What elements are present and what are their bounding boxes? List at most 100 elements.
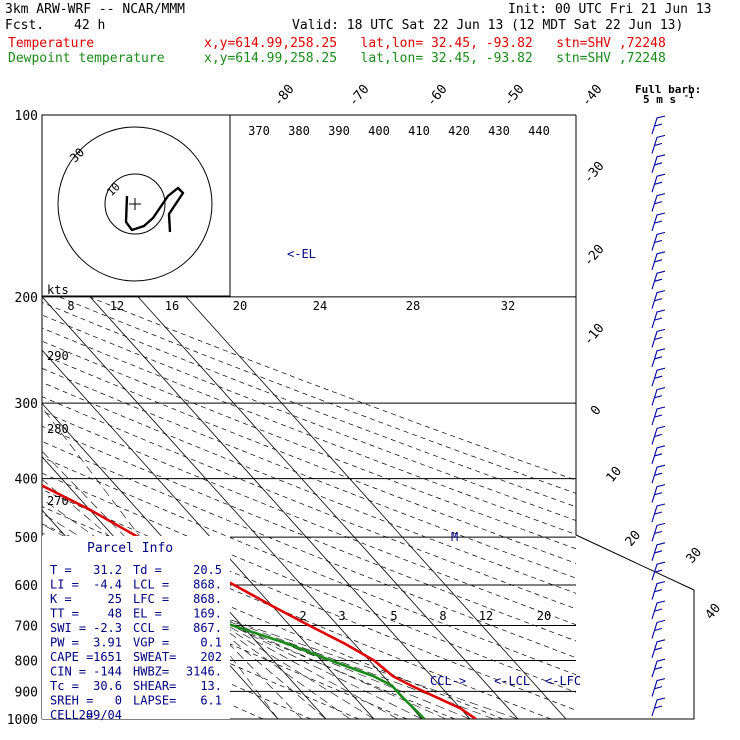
mixing-ratio-label: 5	[390, 609, 397, 623]
mixing-ratio-label: 3	[338, 609, 345, 623]
dry-adiabat-line	[42, 367, 576, 579]
pressure-label: 100	[15, 109, 38, 124]
parcel-param-value: 48	[108, 607, 122, 621]
dry-adiabat-line	[42, 327, 576, 535]
theta-e-label: 370	[248, 124, 270, 138]
parcel-param-value: 202	[200, 650, 222, 664]
parcel-param-label: LAPSE=	[133, 694, 176, 708]
parcel-param-value: 6.1	[200, 694, 222, 708]
model-title: 3km ARW-WRF -- NCAR/MMM	[5, 2, 186, 17]
wind-barb	[651, 290, 666, 309]
parcel-param-value: 169.	[193, 607, 222, 621]
parcel-param-label: K =	[50, 592, 72, 606]
init-time: Init: 00 UTC Fri 21 Jun 13	[508, 2, 712, 17]
parcel-param-value: 30.6	[93, 679, 122, 693]
theta-e-label: 380	[288, 124, 310, 138]
isotherm-label: -40	[579, 82, 606, 110]
parcel-param-label: T =	[50, 563, 72, 577]
parcel-info-title: Parcel Info	[87, 541, 173, 556]
temperature-legend-info: x,y=614.99,258.25 lat,lon= 32.45, -93.82…	[204, 36, 666, 51]
parcel-param-label: CAPE =	[50, 650, 93, 664]
fcst-hours: 42 h	[74, 18, 106, 33]
wind-barb	[651, 678, 666, 697]
mixing-ratio-label: 24	[313, 299, 327, 313]
lcl-marker: <-LCL	[494, 674, 530, 688]
wind-barb	[651, 658, 666, 678]
isotherm-label: 40	[703, 601, 725, 623]
parcel-param-value: -2.3	[93, 621, 122, 635]
fcst-label: Fcst.	[5, 18, 45, 33]
hodograph-center	[129, 198, 141, 210]
parcel-param-value: 13.	[200, 679, 222, 693]
barb-legend-exponent: -1	[684, 91, 694, 100]
dewpoint-legend-info: x,y=614.99,258.25 lat,lon= 32.45, -93.82…	[204, 51, 666, 66]
isotherm-label: -60	[424, 82, 451, 110]
valid-time: Valid: 18 UTC Sat 22 Jun 13 (12 MDT Sat …	[292, 18, 684, 33]
isotherm-label: 0	[588, 403, 605, 419]
mixing-ratio-label: 20	[233, 299, 247, 313]
parcel-param-value: 31.2	[93, 563, 122, 577]
isotherm-label: 30	[684, 545, 706, 567]
isotherm-line	[42, 296, 423, 719]
theta-e-label: 400	[368, 124, 390, 138]
dewpoint-line	[42, 541, 426, 719]
parcel-param-value: 868.	[193, 578, 222, 592]
pressure-label: 800	[15, 654, 38, 669]
wind-barb	[651, 309, 666, 329]
parcel-param-label: SWI =	[50, 621, 86, 635]
isotherm-label: 10	[604, 464, 626, 486]
dry-adiabat-line	[42, 396, 576, 610]
moist-adiabat-line	[42, 478, 327, 719]
wind-barb	[651, 464, 666, 484]
moist-adiabat-line	[42, 532, 423, 719]
dewpoint-legend-label: Dewpoint temperature	[8, 51, 165, 66]
isotherm-line	[42, 349, 375, 719]
mixing-ratio-label: 32	[501, 299, 515, 313]
wind-barb	[651, 154, 666, 173]
wind-barb	[651, 328, 666, 348]
parcel-param-value: 0.1	[200, 636, 222, 650]
wind-barb	[651, 115, 666, 135]
parcel-param-label: Tc =	[50, 679, 79, 693]
wind-barb	[651, 581, 666, 600]
wind-barb	[651, 193, 666, 212]
parcel-param-label: SHEAR=	[133, 679, 176, 693]
pressure-label: 1000	[7, 713, 38, 728]
hodograph-trace	[124, 186, 185, 233]
wind-barb	[651, 270, 666, 290]
parcel-param-label: LI =	[50, 578, 79, 592]
lfc-marker: <-LFC	[545, 674, 581, 688]
parcel-param-value: 867.	[193, 621, 222, 635]
parcel-param-value: 289/04	[79, 708, 122, 722]
parcel-param-label: LFC =	[133, 592, 169, 606]
parcel-param-label: PW =	[50, 636, 79, 650]
mixing-ratio-label: 12	[479, 609, 493, 623]
parcel-param-label: SWEAT=	[133, 650, 176, 664]
parcel-param-label: LCL =	[133, 578, 169, 592]
moist-adiabat-line	[42, 523, 399, 719]
barb-legend-unit: 5 m s	[643, 93, 676, 106]
parcel-param-label: VGP =	[133, 636, 169, 650]
wind-barb	[651, 367, 666, 387]
parcel-param-value: -4.4	[93, 578, 122, 592]
wind-barb	[651, 387, 666, 406]
mixing-ratio-label: 12	[110, 299, 124, 313]
pressure-label: 600	[15, 579, 38, 594]
pressure-label: 700	[15, 619, 38, 634]
theta-e-label: 410	[408, 124, 430, 138]
wind-barb	[651, 425, 666, 445]
dry-adiabat-line	[42, 456, 576, 676]
theta-e-label: 390	[328, 124, 350, 138]
parcel-param-value: 1651	[93, 650, 122, 664]
hodograph-ring-inner	[104, 173, 166, 235]
parcel-param-value: 0	[115, 694, 122, 708]
parcel-param-label: TT =	[50, 607, 79, 621]
mixing-ratio-label: 8	[67, 299, 74, 313]
barb-legend-title: Full barb:	[635, 83, 701, 96]
parcel-param-label: CCL =	[133, 621, 169, 635]
wind-barb	[651, 639, 666, 658]
dry-adiabat-line	[42, 472, 576, 693]
dry-adiabat-line	[42, 382, 576, 594]
wind-barb	[651, 561, 666, 581]
parcel-param-value: 20.5	[193, 563, 222, 577]
